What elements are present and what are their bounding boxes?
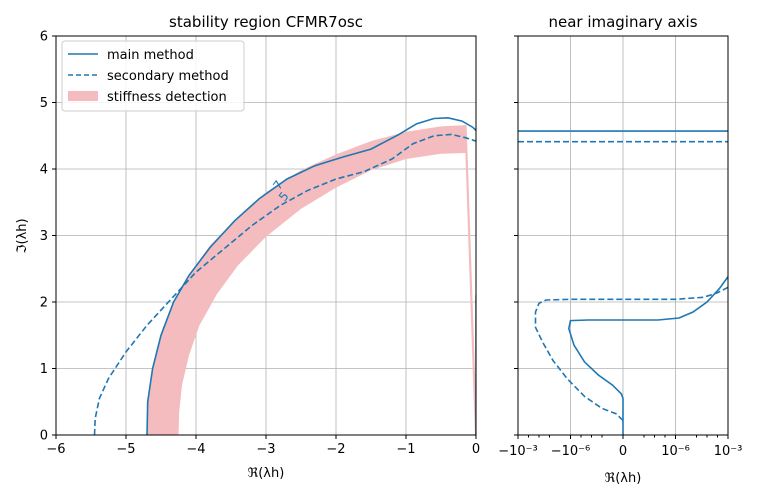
right-x-tick-label: −10⁻⁶: [551, 444, 591, 459]
left-chart-title: stability region CFMR7osc: [169, 13, 363, 31]
right-chart-title: near imaginary axis: [548, 13, 697, 31]
left-x-tick-label: −4: [186, 442, 205, 457]
left-x-axis-label: ℜ(λh): [248, 466, 285, 481]
left-data-layer: 75: [93, 116, 476, 435]
left-x-tick-label: −5: [116, 442, 135, 457]
right-ticks: −10⁻³ −10⁻⁶ 0 10⁻⁶ 10⁻³: [498, 35, 743, 459]
left-y-tick-label: 2: [40, 296, 48, 311]
left-x-tick-label: −2: [326, 442, 345, 457]
left-ticks: −6 −5 −4 −3 −2 −1 0 0 1 2 3 4 5 6: [40, 30, 480, 458]
legend-band-patch: [68, 91, 98, 101]
left-x-tick-label: 0: [472, 442, 480, 457]
left-y-tick-label: 6: [40, 30, 48, 45]
right-grid: [517, 35, 729, 436]
right-plot-panel: near imaginary axis −10⁻³ −10⁻⁶ 0 10⁻⁶ 10⁻³ …: [498, 13, 742, 486]
right-x-axis-label: ℜ(λh): [605, 471, 642, 486]
left-y-tick-label: 5: [40, 96, 48, 111]
legend-secondary-label: secondary method: [107, 69, 229, 84]
right-data-layer: [518, 130, 728, 435]
stiffness-detection-edge: [464, 125, 476, 435]
left-y-tick-label: 1: [40, 362, 48, 377]
legend-main-label: main method: [107, 48, 194, 63]
left-y-axis-label: ℑ(λh): [15, 218, 30, 253]
main-method-line: [146, 116, 476, 435]
right-x-tick-label: 10⁻³: [714, 444, 743, 459]
right-secondary-method-line: [534, 286, 728, 421]
right-main-method-line: [567, 276, 728, 435]
right-x-tick-label: 10⁻⁶: [661, 444, 690, 459]
legend: main method secondary method stiffness d…: [61, 40, 245, 112]
left-plot-panel: stability region CFMR7osc 75 −6 −5 −4 −3 −2−…: [15, 13, 480, 481]
left-y-tick-label: 0: [40, 429, 48, 444]
legend-band-label: stiffness detection: [107, 90, 227, 105]
right-x-tick-label: −10⁻³: [498, 444, 538, 459]
legend-box: [61, 40, 245, 112]
stiffness-detection-band: [147, 125, 466, 435]
left-y-tick-label: 3: [40, 229, 48, 244]
left-x-tick-label: −3: [256, 442, 275, 457]
left-y-tick-label: 4: [40, 163, 48, 178]
left-x-tick-label: −1: [396, 442, 415, 457]
secondary-method-line: [93, 133, 476, 435]
left-x-tick-label: −6: [46, 442, 65, 457]
right-x-tick-label: 0: [619, 444, 627, 459]
